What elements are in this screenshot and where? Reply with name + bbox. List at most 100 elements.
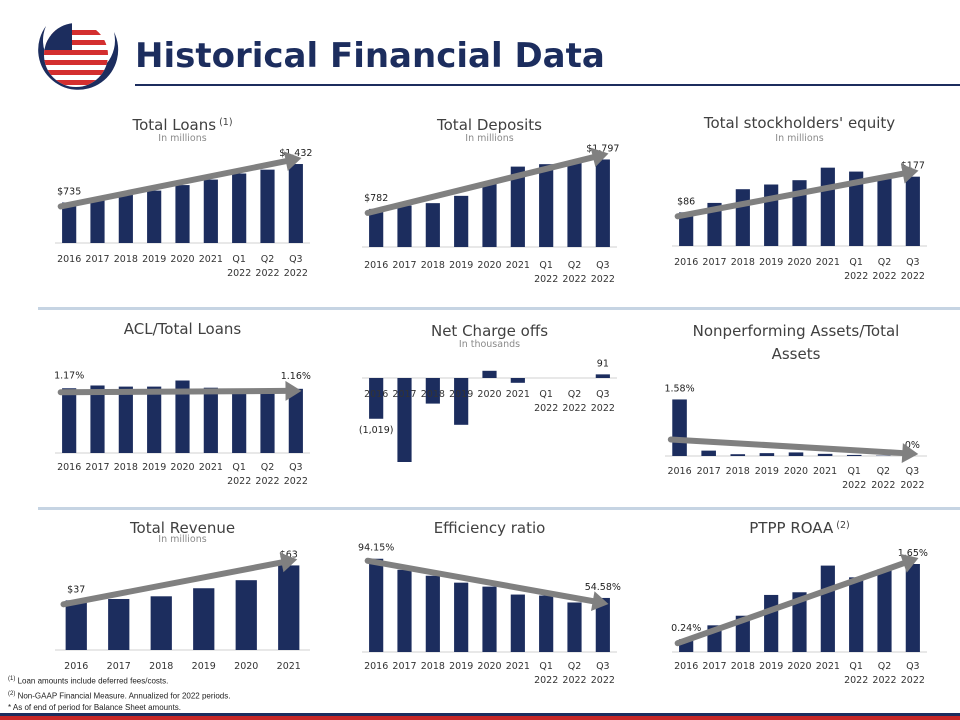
bar: [118, 386, 133, 453]
data-label: $782: [364, 193, 388, 204]
x-tick-label: 2020: [784, 466, 808, 477]
bar: [62, 202, 77, 243]
x-tick-label: Q2 2022: [255, 462, 279, 487]
chart-8: Efficiency ratio 2016 2017 2018 2019 2020 2021…: [358, 519, 621, 686]
bar: [672, 399, 687, 456]
bar: [510, 166, 525, 247]
bar: [539, 595, 554, 652]
x-tick-label: Q2 2022: [871, 466, 895, 491]
bar: [846, 454, 862, 456]
x-tick-label: 2017: [85, 462, 109, 473]
data-label: 0.24%: [671, 623, 701, 634]
footnote-2: (2) Non-GAAP Financial Measure. Annualiz…: [8, 688, 230, 703]
data-label: 0%: [905, 440, 920, 451]
chart-title: Total Loans (1): [131, 116, 232, 134]
x-tick-label: 2019: [142, 254, 166, 265]
globe-flag-logo-icon: [38, 23, 119, 90]
data-label: $1,432: [279, 148, 312, 159]
bar: [482, 370, 497, 378]
x-tick-label: 2019: [755, 466, 779, 477]
trend-arrow-shaft: [57, 387, 289, 396]
data-label: 1.17%: [54, 370, 84, 381]
chart-title: Total Revenue: [129, 519, 235, 537]
bar: [730, 454, 746, 456]
x-tick-label: 2016: [667, 466, 691, 477]
bar: [595, 374, 610, 378]
x-tick-label: 2019: [449, 389, 473, 400]
x-tick-label: 2020: [477, 389, 501, 400]
bar: [62, 388, 77, 453]
bar: [288, 164, 303, 243]
footnotes: (1) Loan amounts include deferred fees/c…: [8, 673, 230, 714]
bar: [539, 164, 554, 247]
bar: [203, 387, 218, 453]
data-label: 1.16%: [281, 371, 311, 382]
bar: [510, 594, 525, 652]
bar: [849, 577, 864, 652]
bar: [877, 569, 892, 652]
bar: [147, 190, 162, 243]
bar: [454, 378, 469, 425]
bar: [118, 194, 133, 243]
x-tick-label: 2020: [787, 661, 811, 672]
x-tick-label: 2020: [170, 462, 194, 473]
footnote-3-marker: *: [8, 703, 12, 713]
x-tick-label: Q1 2022: [227, 254, 251, 279]
bar: [877, 175, 892, 246]
bar: [482, 183, 497, 247]
bar: [203, 179, 218, 243]
footnote-3-text: As of end of period for Balance Sheet am…: [12, 703, 182, 713]
bar: [397, 205, 412, 247]
bar: [65, 600, 87, 650]
data-label: $63: [280, 549, 298, 560]
x-tick-label: 2019: [449, 260, 473, 271]
x-tick-label: Q1 2022: [534, 389, 558, 414]
bar: [425, 203, 440, 247]
footnote-1: (1) Loan amounts include deferred fees/c…: [8, 673, 230, 688]
x-tick-label: Q3 2022: [901, 257, 925, 282]
x-tick-label: Q3 2022: [900, 466, 924, 491]
x-tick-label: Q1 2022: [534, 260, 558, 285]
x-tick-label: Q2 2022: [562, 661, 586, 686]
x-tick-label: Q2 2022: [255, 254, 279, 279]
trend-arrow-head: [900, 163, 919, 184]
chart-title: Efficiency ratio: [434, 519, 546, 537]
data-label: $86: [677, 196, 695, 207]
x-tick-label: Q1 2022: [844, 257, 868, 282]
bar: [425, 575, 440, 652]
x-tick-label: 2016: [364, 661, 388, 672]
bar: [707, 202, 722, 246]
x-tick-label: 2017: [702, 257, 726, 268]
x-tick-label: 2021: [277, 661, 301, 672]
trend-arrow-shaft: [364, 557, 596, 605]
bar: [260, 388, 275, 453]
x-tick-label: Q1 2022: [534, 661, 558, 686]
bar: [288, 388, 303, 453]
bar: [108, 598, 130, 650]
page-title: Historical Financial Data: [135, 36, 605, 76]
footnote-2-marker: (2): [8, 690, 16, 697]
x-tick-label: 2017: [107, 661, 131, 672]
x-tick-label: 2016: [674, 661, 698, 672]
x-tick-label: 2020: [170, 254, 194, 265]
chart-title: Total stockholders' equity: [703, 114, 895, 132]
data-label: 1.58%: [664, 383, 694, 394]
bar: [369, 208, 384, 247]
data-label: (1,019): [359, 425, 394, 436]
bar: [679, 212, 694, 246]
bar: [278, 565, 300, 650]
bar: [510, 378, 525, 383]
x-tick-label: 2018: [114, 254, 138, 265]
x-tick-label: 2019: [759, 257, 783, 268]
x-tick-label: 2016: [674, 257, 698, 268]
bar: [175, 380, 190, 453]
bottom-accent-bar: [0, 713, 960, 720]
bar: [232, 388, 247, 453]
bar: [397, 378, 412, 462]
x-tick-label: 2018: [149, 661, 173, 672]
trend-arrow-shaft: [667, 436, 906, 457]
